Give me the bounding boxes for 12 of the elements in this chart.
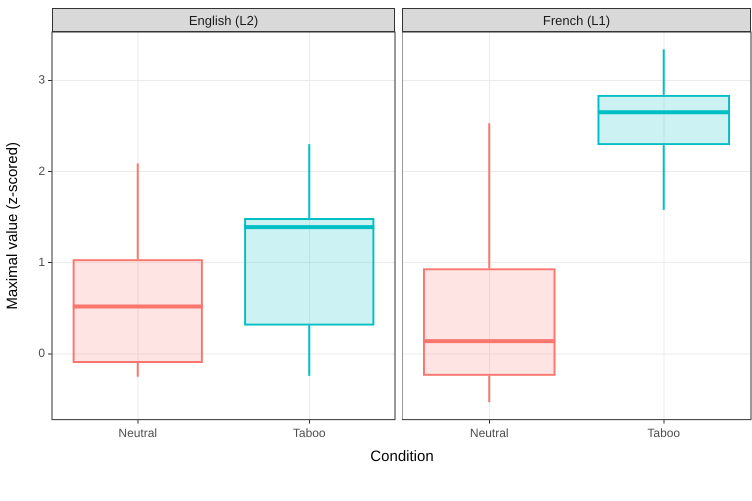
y-tick-label: 0: [38, 346, 46, 360]
x-tick-label: Neutral: [470, 426, 509, 440]
x-tick-label: Neutral: [118, 426, 158, 440]
chart-title: French (L1): [542, 12, 610, 28]
x-tick-label: Taboo: [647, 426, 680, 440]
x-axis-title: Condition: [370, 448, 434, 465]
y-axis-title: Maximal value (z-scored): [4, 142, 22, 310]
y-tick-label: 1: [38, 255, 46, 270]
y-tick-label: 3: [38, 72, 46, 87]
x-tick-label: Taboo: [292, 426, 326, 440]
y-tick-label: 2: [38, 164, 46, 178]
chart-title: English (L2): [188, 12, 258, 28]
